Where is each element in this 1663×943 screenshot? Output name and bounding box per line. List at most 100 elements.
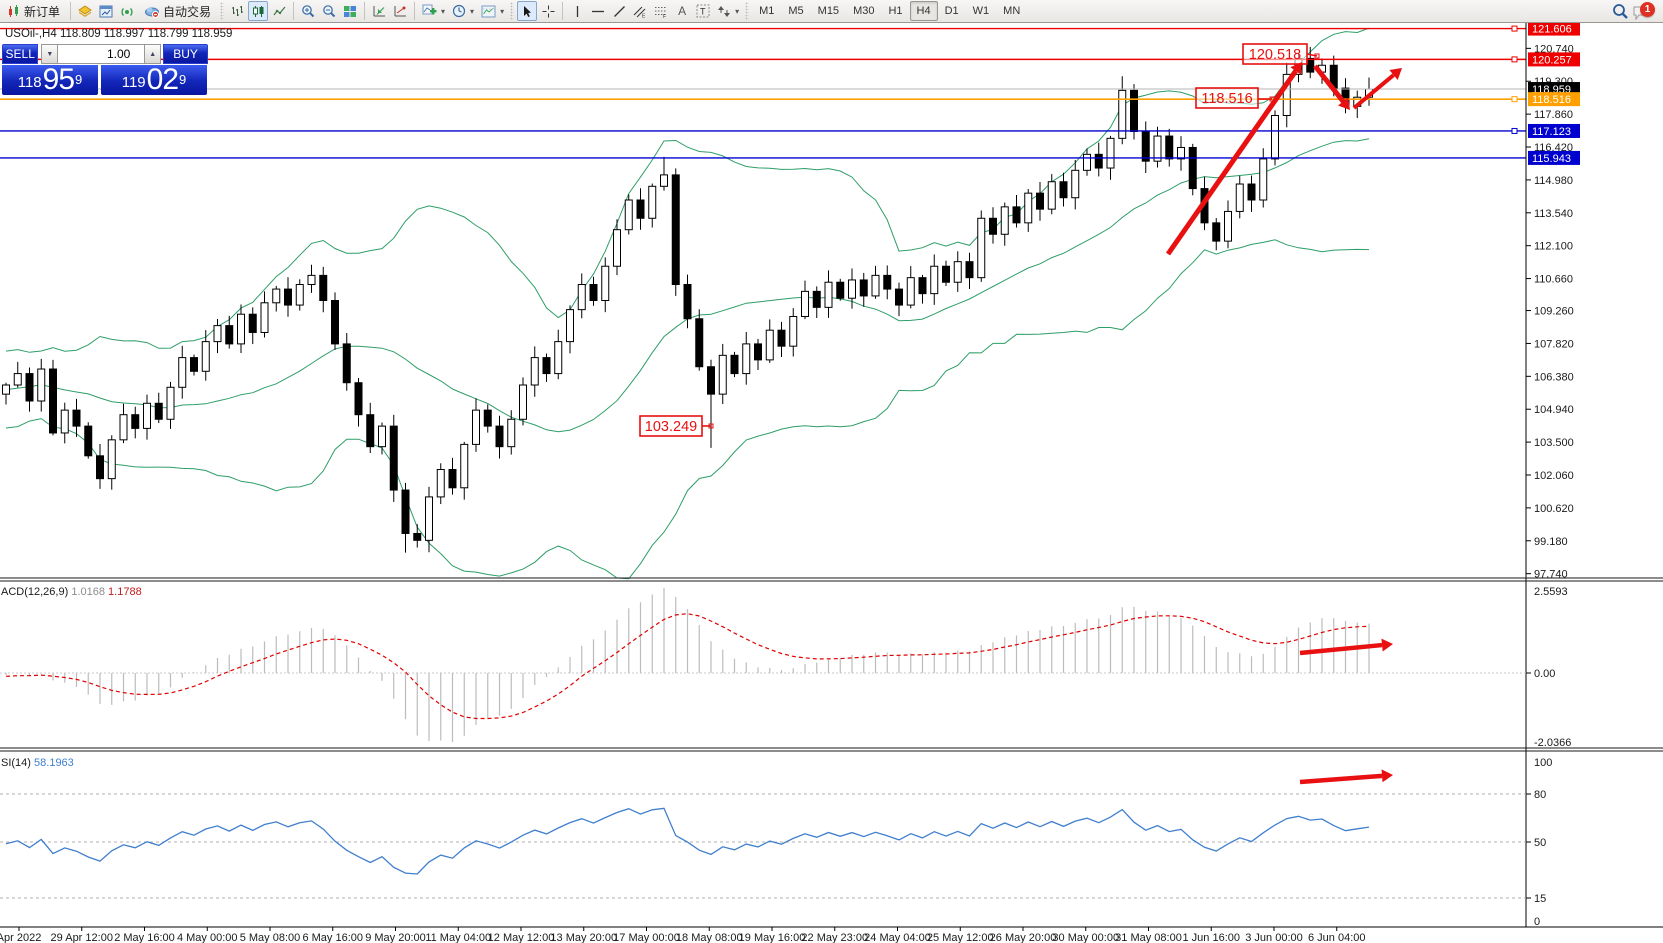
rsi-label: SI(14) 58.1963 (1, 757, 74, 769)
search-icon[interactable] (1612, 3, 1629, 20)
autotrading-button[interactable]: 自动交易 (138, 1, 217, 21)
buy-button[interactable]: BUY (163, 44, 208, 64)
macd-scale-max: 2.5593 (1534, 586, 1568, 598)
sell-button[interactable]: SELL (2, 44, 39, 64)
arrows-button[interactable]: ▾ (714, 1, 742, 21)
one-click-trade-panel: SELL ▼ ▲ BUY 118 95 9 119 02 9 (2, 44, 208, 95)
indicator-window-icon (373, 5, 386, 16)
cursor-button[interactable] (517, 1, 538, 21)
indicator-list-icon (394, 5, 407, 16)
vertical-line-button[interactable] (567, 1, 587, 21)
buy-price-sup: 9 (179, 72, 187, 87)
price-tick-label: 100.620 (1534, 503, 1574, 515)
trend-arrow (1352, 73, 1395, 110)
price-tick-label: 112.100 (1534, 241, 1573, 253)
tile-windows-button[interactable] (340, 1, 360, 21)
timeframe-h1[interactable]: H1 (888, 5, 903, 17)
annotation-box (1195, 87, 1259, 109)
annotations[interactable]: 120.518 118.516 103.249 (639, 43, 1402, 785)
time-tick-label: 6 May 16:00 (302, 932, 363, 943)
text-label-button[interactable]: T (693, 1, 713, 21)
horizontal-line-icon (592, 10, 605, 12)
dropdown-caret-icon: ▾ (470, 6, 475, 16)
timeframe-m15[interactable]: M15 (817, 5, 840, 17)
indicator-window-button[interactable] (369, 1, 389, 21)
bar-chart-icon (231, 5, 243, 16)
buy-price-display[interactable]: 119 02 9 (101, 65, 207, 95)
timeframe-w1[interactable]: W1 (972, 5, 990, 17)
time-tick-label: 2 May 16:00 (114, 932, 175, 943)
price-tick-label: 99.180 (1534, 536, 1568, 548)
timeframe-m1[interactable]: M1 (759, 5, 775, 17)
price-badge (1528, 52, 1580, 67)
time-tick-label: 17 May 00:00 (613, 932, 680, 943)
price-tick-label: 113.540 (1534, 208, 1573, 220)
price-tick-label: 109.260 (1534, 306, 1574, 318)
signal-icon (121, 7, 133, 16)
clock-icon (452, 4, 466, 18)
line-chart-button[interactable] (269, 1, 289, 21)
time-tick-label: 12 May 12:00 (488, 932, 555, 943)
macd-histogram (5, 588, 1370, 742)
zoom-in-button[interactable] (298, 1, 318, 21)
timeframe-d1[interactable]: D1 (944, 5, 959, 17)
dropdown-caret-icon: ▾ (500, 6, 505, 16)
trendline-button[interactable] (609, 1, 629, 21)
dropdown-caret-icon: ▾ (735, 6, 740, 16)
unread-badge: 1 (1640, 2, 1655, 17)
signals-button[interactable] (117, 1, 137, 21)
crosshair-button[interactable] (538, 1, 558, 21)
time-tick-label: 11 May 04:00 (425, 932, 491, 943)
time-tick-label: 1 Jun 16:00 (1183, 932, 1241, 943)
timeframe-m30[interactable]: M30 (853, 5, 875, 17)
text-a-glyph: A (678, 4, 687, 18)
fibonacci-button[interactable]: F (651, 1, 671, 21)
macd-label: ACD(12,26,9) 1.0168 1.1788 (1, 586, 142, 598)
volume-increase-button[interactable]: ▲ (144, 44, 162, 64)
template-button[interactable]: ▾ (478, 1, 507, 21)
channel-button[interactable]: E (630, 1, 650, 21)
zoom-out-icon (323, 5, 336, 18)
candlestick-chart-button[interactable] (248, 1, 269, 21)
trend-arrow (1299, 773, 1383, 785)
timeframe-mn[interactable]: MN (1003, 5, 1021, 17)
text-button[interactable]: A (672, 1, 692, 21)
annotation-text: 103.249 (645, 419, 697, 435)
time-tick-label: 6 Jun 04:00 (1308, 932, 1366, 943)
timeframe-h4[interactable]: H4 (909, 1, 938, 21)
time-tick-label: 30 May 00:00 (1052, 932, 1119, 943)
sell-price-small: 118 (17, 74, 42, 91)
period-button[interactable]: ▾ (449, 1, 477, 21)
horizontal-line-button[interactable] (588, 1, 608, 21)
bar-chart-button[interactable] (227, 1, 247, 21)
time-tick-label: 24 May 04:00 (864, 932, 931, 943)
indicator-list-button[interactable] (390, 1, 410, 21)
tile-windows-icon (344, 5, 357, 17)
time-tick-label: 9 May 20:00 (365, 932, 426, 943)
chart-window-button[interactable] (96, 1, 116, 21)
sell-price-display[interactable]: 118 95 9 (2, 65, 98, 95)
notifications-button[interactable]: 1 (1633, 1, 1657, 21)
trend-arrow (1165, 69, 1298, 256)
zoom-out-button[interactable] (319, 1, 339, 21)
price-badge (1528, 123, 1580, 138)
rsi-scale-top: 100 (1534, 757, 1552, 769)
time-tick-label: 22 May 23:00 (801, 932, 868, 943)
volume-decrease-button[interactable]: ▼ (41, 44, 59, 64)
zoom-in-icon (302, 5, 315, 18)
price-tick-label: 110.660 (1534, 274, 1573, 286)
annotation-text: 118.516 (1201, 91, 1252, 107)
time-tick-label: 31 May 08:00 (1115, 932, 1182, 943)
macd-scale-zero: 0.00 (1534, 668, 1555, 680)
time-tick-label: 13 May 20:00 (550, 932, 617, 943)
add-indicator-button[interactable]: ▾ (419, 1, 448, 21)
template-icon (481, 5, 496, 17)
timeframe-toolbar: M1 M5 M15 M30 H1 H4 D1 W1 MN (752, 1, 1027, 21)
price-tick-label: 117.860 (1534, 109, 1573, 121)
new-order-button[interactable]: 新订单 (2, 1, 66, 21)
price-axis (1527, 23, 1663, 928)
sell-price-sup: 9 (75, 72, 83, 87)
timeframe-m5[interactable]: M5 (788, 5, 804, 17)
metaeditor-button[interactable] (75, 1, 95, 21)
volume-input[interactable] (58, 44, 145, 64)
